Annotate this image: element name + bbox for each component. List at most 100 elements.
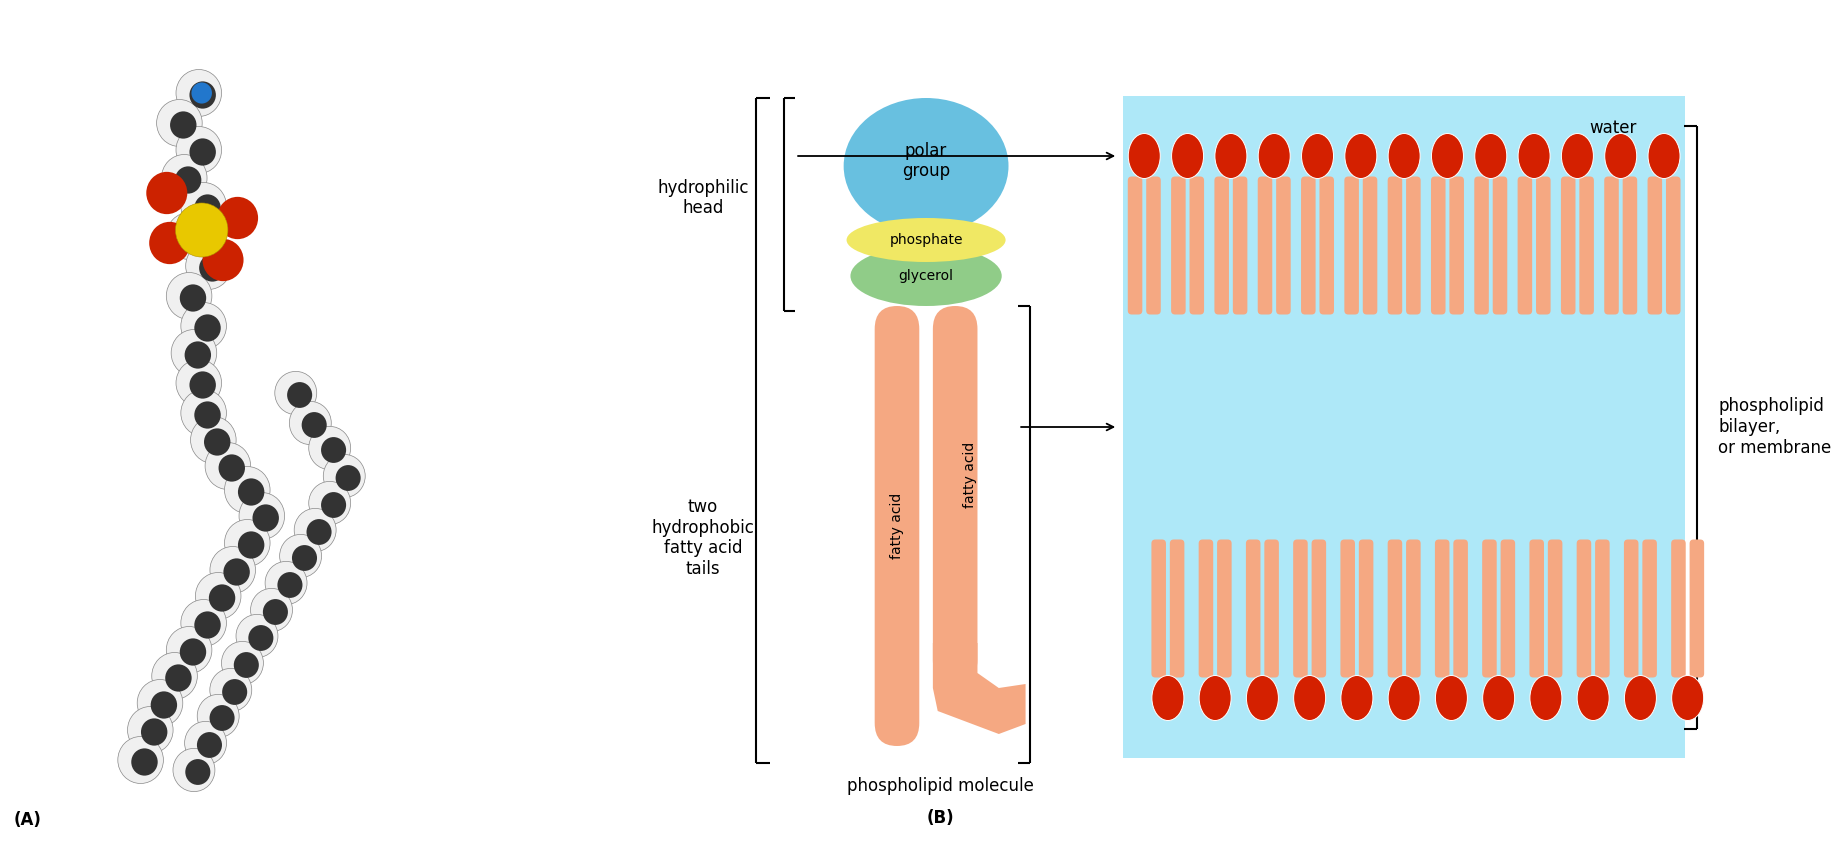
Circle shape [306, 519, 332, 545]
Circle shape [181, 389, 227, 437]
Circle shape [174, 749, 214, 792]
FancyBboxPatch shape [1265, 539, 1279, 678]
Ellipse shape [1128, 133, 1161, 178]
Ellipse shape [1624, 676, 1656, 721]
FancyBboxPatch shape [1359, 539, 1373, 678]
FancyBboxPatch shape [1233, 176, 1248, 315]
FancyBboxPatch shape [1362, 176, 1377, 315]
FancyBboxPatch shape [1320, 176, 1335, 315]
FancyBboxPatch shape [1407, 539, 1421, 678]
FancyBboxPatch shape [1595, 539, 1610, 678]
Ellipse shape [1530, 676, 1562, 721]
FancyBboxPatch shape [1576, 539, 1591, 678]
Text: phospholipid molecule: phospholipid molecule [847, 777, 1034, 795]
Ellipse shape [1340, 676, 1373, 721]
FancyBboxPatch shape [1671, 539, 1685, 678]
Circle shape [179, 284, 207, 311]
Circle shape [175, 166, 201, 193]
FancyBboxPatch shape [1407, 176, 1421, 315]
FancyBboxPatch shape [1189, 176, 1204, 315]
Ellipse shape [1604, 133, 1637, 178]
FancyBboxPatch shape [1665, 176, 1680, 315]
Ellipse shape [844, 98, 1008, 234]
Circle shape [321, 492, 345, 518]
Circle shape [179, 225, 207, 252]
Circle shape [290, 401, 330, 444]
Circle shape [146, 172, 186, 215]
Circle shape [166, 627, 212, 673]
Polygon shape [932, 643, 1026, 734]
FancyBboxPatch shape [1301, 176, 1316, 315]
FancyBboxPatch shape [1340, 539, 1355, 678]
FancyBboxPatch shape [1170, 176, 1185, 315]
Text: polar
group: polar group [903, 142, 951, 181]
Ellipse shape [847, 218, 1006, 262]
Ellipse shape [1517, 133, 1551, 178]
Ellipse shape [1215, 133, 1246, 178]
Circle shape [194, 611, 222, 639]
Circle shape [251, 589, 292, 632]
Circle shape [222, 641, 264, 684]
Circle shape [150, 222, 190, 264]
Circle shape [210, 668, 251, 711]
Ellipse shape [1301, 133, 1333, 178]
Circle shape [238, 532, 264, 559]
Circle shape [151, 691, 177, 718]
Circle shape [249, 625, 273, 651]
Ellipse shape [1672, 676, 1704, 721]
Circle shape [262, 599, 288, 625]
FancyBboxPatch shape [1493, 176, 1508, 315]
Ellipse shape [1388, 133, 1420, 178]
FancyBboxPatch shape [1536, 176, 1551, 315]
Circle shape [253, 505, 279, 532]
Circle shape [301, 412, 327, 438]
FancyBboxPatch shape [1624, 539, 1639, 678]
Circle shape [198, 732, 222, 758]
Circle shape [194, 401, 222, 428]
FancyBboxPatch shape [875, 306, 919, 746]
FancyBboxPatch shape [1344, 176, 1359, 315]
Circle shape [118, 737, 164, 784]
FancyBboxPatch shape [1482, 539, 1497, 678]
Circle shape [181, 600, 227, 646]
Circle shape [196, 572, 242, 620]
Ellipse shape [1200, 676, 1231, 721]
FancyBboxPatch shape [1623, 176, 1637, 315]
FancyBboxPatch shape [1580, 176, 1593, 315]
Circle shape [308, 427, 351, 470]
Ellipse shape [851, 246, 1002, 306]
Circle shape [294, 509, 336, 551]
Circle shape [288, 382, 312, 408]
Circle shape [186, 243, 231, 289]
FancyBboxPatch shape [1146, 176, 1161, 315]
Circle shape [234, 652, 258, 678]
Circle shape [292, 545, 318, 571]
Ellipse shape [1475, 133, 1506, 178]
FancyBboxPatch shape [1294, 539, 1307, 678]
Circle shape [321, 437, 345, 463]
FancyBboxPatch shape [1431, 176, 1445, 315]
Circle shape [185, 759, 210, 785]
FancyBboxPatch shape [1562, 176, 1575, 315]
FancyBboxPatch shape [1647, 176, 1661, 315]
Circle shape [172, 330, 216, 377]
Circle shape [205, 428, 231, 455]
Text: fatty acid: fatty acid [890, 493, 905, 559]
FancyBboxPatch shape [1122, 96, 1685, 758]
Ellipse shape [1648, 133, 1680, 178]
Text: glycerol: glycerol [899, 269, 954, 283]
Circle shape [190, 416, 236, 464]
FancyBboxPatch shape [1517, 176, 1532, 315]
Circle shape [175, 203, 227, 257]
Circle shape [194, 194, 222, 221]
Text: (A): (A) [13, 811, 41, 829]
Circle shape [181, 303, 227, 349]
Ellipse shape [1388, 676, 1420, 721]
Circle shape [157, 99, 203, 147]
Circle shape [190, 371, 216, 399]
Circle shape [236, 615, 279, 657]
Circle shape [277, 572, 303, 598]
Circle shape [238, 493, 284, 539]
FancyBboxPatch shape [1246, 539, 1261, 678]
Text: phospholipid
bilayer,
or membrane: phospholipid bilayer, or membrane [1719, 397, 1831, 457]
